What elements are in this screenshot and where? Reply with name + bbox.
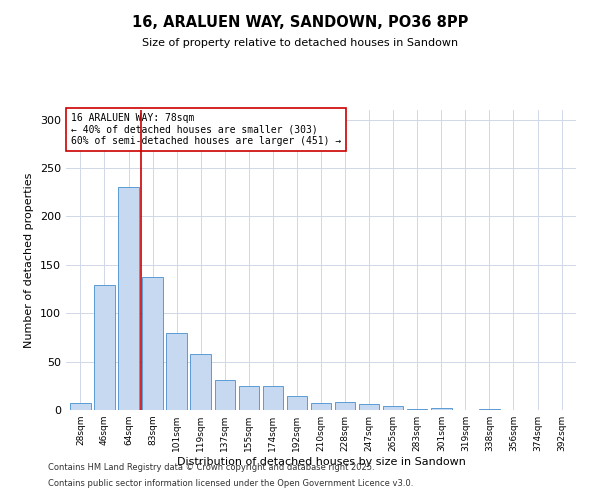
Bar [359, 404, 379, 410]
Bar [383, 406, 403, 410]
Bar [94, 285, 115, 410]
Text: Contains HM Land Registry data © Crown copyright and database right 2025.: Contains HM Land Registry data © Crown c… [48, 464, 374, 472]
Bar [190, 354, 211, 410]
X-axis label: Distribution of detached houses by size in Sandown: Distribution of detached houses by size … [176, 457, 466, 467]
Bar [479, 409, 500, 410]
Text: 16, ARALUEN WAY, SANDOWN, PO36 8PP: 16, ARALUEN WAY, SANDOWN, PO36 8PP [132, 15, 468, 30]
Bar [70, 403, 91, 410]
Bar [215, 380, 235, 410]
Bar [431, 408, 452, 410]
Bar [287, 396, 307, 410]
Text: 16 ARALUEN WAY: 78sqm
← 40% of detached houses are smaller (303)
60% of semi-det: 16 ARALUEN WAY: 78sqm ← 40% of detached … [71, 113, 341, 146]
Bar [166, 332, 187, 410]
Bar [335, 402, 355, 410]
Bar [311, 403, 331, 410]
Text: Contains public sector information licensed under the Open Government Licence v3: Contains public sector information licen… [48, 478, 413, 488]
Bar [263, 386, 283, 410]
Text: Size of property relative to detached houses in Sandown: Size of property relative to detached ho… [142, 38, 458, 48]
Y-axis label: Number of detached properties: Number of detached properties [25, 172, 34, 348]
Bar [407, 409, 427, 410]
Bar [142, 278, 163, 410]
Bar [118, 188, 139, 410]
Bar [239, 386, 259, 410]
